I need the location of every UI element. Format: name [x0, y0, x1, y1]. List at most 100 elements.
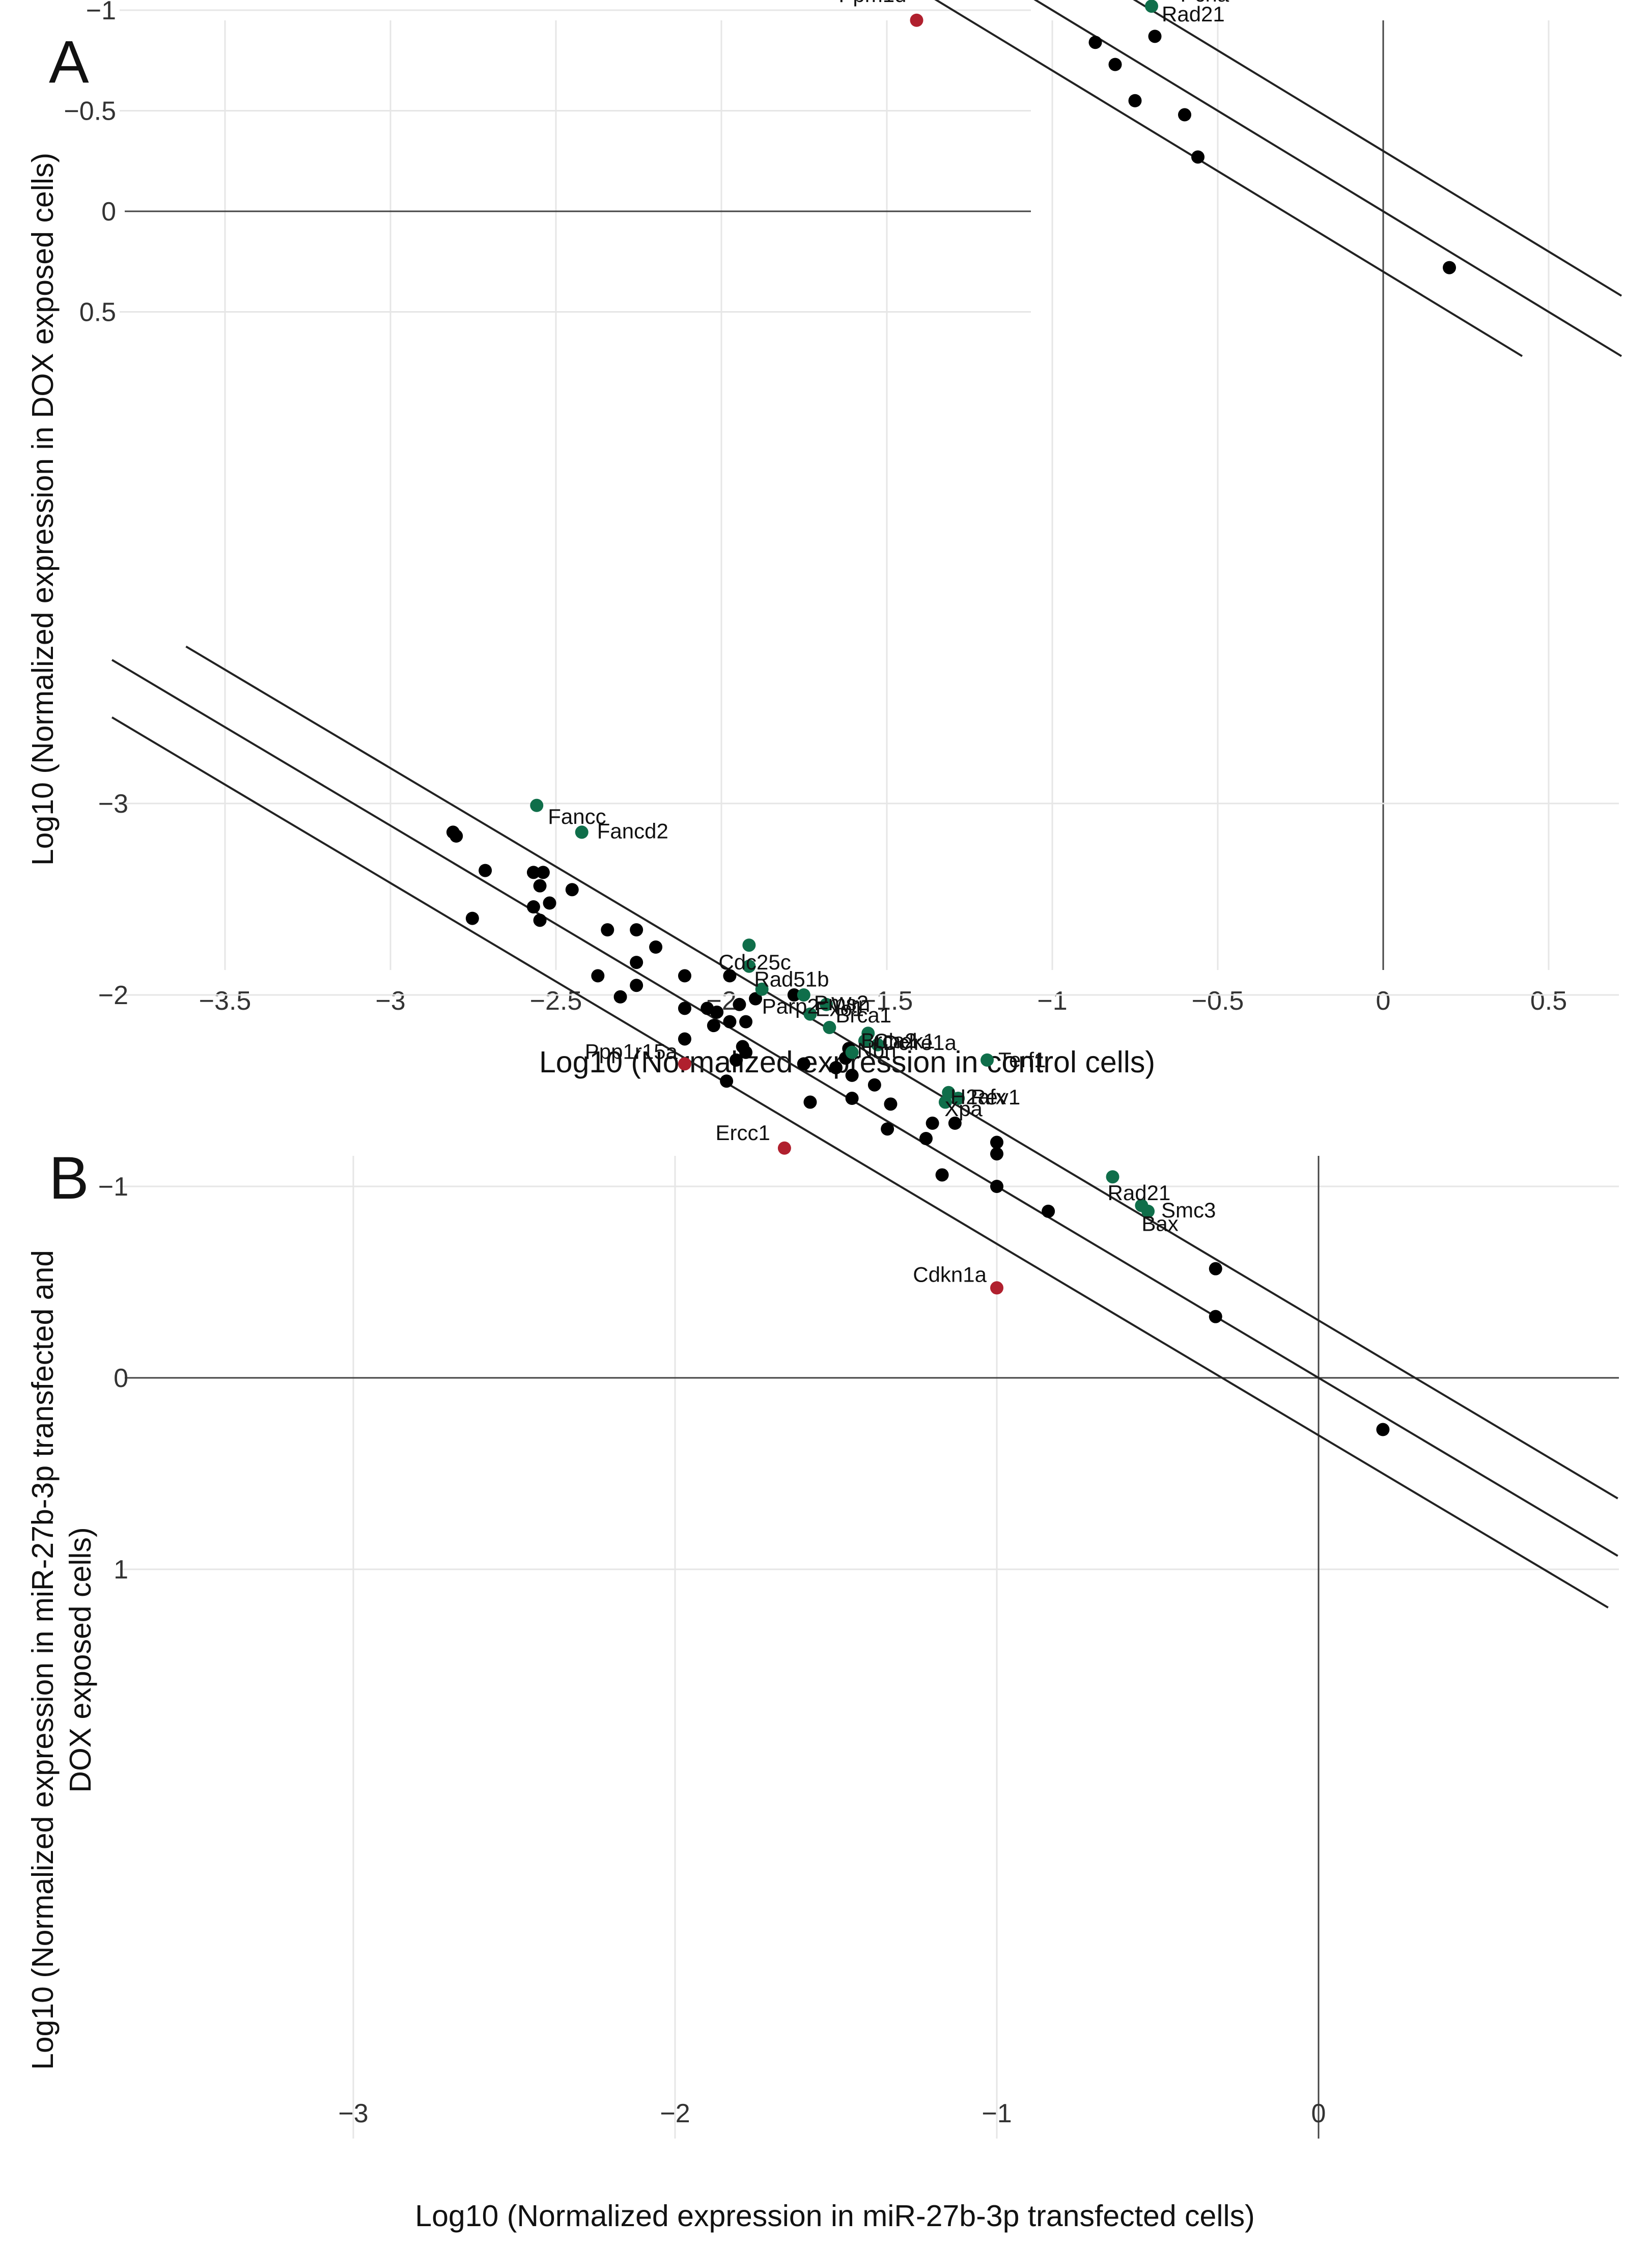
panel-b-data-point	[701, 1002, 714, 1015]
panel-b-data-point	[565, 883, 579, 897]
panel-a-data-point	[1128, 94, 1142, 107]
panel-b-label-rev1: Rev1	[970, 1085, 1020, 1109]
panel-a-y-tick-label: 0.5	[79, 298, 116, 327]
panel-b-data-point	[787, 988, 801, 1002]
panel-b-x-tick-label: 0	[1311, 2099, 1326, 2128]
panel-b-point-dclre1a	[871, 1038, 885, 1051]
panel-b-data-point	[526, 866, 540, 879]
panel-b-data-point	[613, 990, 627, 1004]
panel-b-data-point	[749, 992, 762, 1006]
panel-b-data-point	[649, 940, 663, 954]
panel-b-data-point	[845, 1068, 859, 1082]
panel-b-data-point	[881, 1122, 894, 1136]
panel-b-data-point	[707, 1019, 720, 1033]
panel-b-point-pms2	[797, 988, 810, 1002]
panel-b-identity-line	[111, 659, 1618, 1557]
panel-b-point-fancc	[530, 798, 544, 812]
panel-a-label-ppm1d: Ppm1d	[838, 0, 906, 7]
panel-b-label-fancd2: Fancd2	[597, 819, 668, 843]
panel-a-x-tick-label: −3.5	[199, 986, 251, 1016]
panel-b-data-point	[867, 1078, 881, 1092]
panel-b-data-point	[948, 1116, 962, 1130]
panel-b-data-point	[829, 1061, 843, 1074]
panel-b-point-cdc25c	[742, 938, 756, 952]
panel-b-label-brca1: Brca1	[835, 1003, 891, 1027]
panel-b-label-smc3: Smc3	[1161, 1198, 1216, 1222]
panel-b-data-point	[990, 1147, 1003, 1161]
panel-a-point-rad21	[1145, 0, 1158, 13]
panel-b-point-rad21	[1106, 1170, 1119, 1184]
panel-b-label-xpa: Xpa	[944, 1097, 983, 1121]
panel-b-point-ppp1r15a	[678, 1057, 691, 1071]
panel-a-data-point	[1088, 36, 1102, 49]
panel-a-identity-line	[1033, 0, 1622, 357]
panel-b-data-point	[733, 997, 746, 1011]
panel-b-label-rad21: Rad21	[1108, 1181, 1171, 1205]
panel-b-x-axis-title: Log10 (Normalized expression in miR-27b-…	[415, 2199, 1254, 2233]
panel-b-data-point	[797, 1057, 810, 1071]
panel-b-y-tick-label: 0	[114, 1364, 128, 1393]
panel-b-data-point	[465, 911, 479, 925]
panel-b-label-brca2: Brca2	[861, 1029, 917, 1052]
panel-b-y-tick-label: 1	[114, 1555, 128, 1585]
panel-b-data-point	[720, 1074, 734, 1088]
panel-b-data-point	[1209, 1310, 1222, 1323]
panel-b-y-axis-title-line-1: Log10 (Normalized expression in miR-27b-…	[26, 1250, 60, 2070]
panel-b-label-cdkn1a: Cdkn1a	[913, 1262, 987, 1286]
panel-b-data-point	[736, 1040, 749, 1053]
panel-b-data-point	[533, 879, 547, 893]
panel-b-point-xpa	[942, 1086, 956, 1099]
panel-b-point-cdkn1a	[990, 1281, 1003, 1295]
panel-b-point-exo1	[803, 1007, 817, 1021]
panel-a-x-tick-label: −1.5	[861, 986, 913, 1016]
panel-b-x-tick-label: −3	[338, 2099, 368, 2128]
panel-a-point-ppm1d	[910, 13, 923, 27]
panel-b-data-point	[536, 866, 550, 879]
panel-b-point-bax	[1135, 1199, 1149, 1212]
panel-a-y-tick-label: −1	[86, 0, 116, 25]
panel-b-y-axis-title-line-2: DOX exposed cells)	[64, 1527, 97, 1792]
panel-b-x-tick-label: −2	[660, 2099, 690, 2128]
panel-b-data-point	[630, 956, 643, 969]
panel-b-data-point	[678, 1032, 691, 1046]
panel-a-x-tick-label: 0.5	[1530, 986, 1567, 1016]
panel-a-data-point	[1191, 150, 1205, 164]
panel-b-data-point	[723, 969, 737, 983]
panel-a-y-axis-title: Log10 (Normalized expression in DOX expo…	[26, 153, 60, 866]
panel-b-data-point	[446, 825, 460, 839]
panel-a-data-point	[1148, 30, 1162, 43]
panel-b-label-pms2: Pms2	[814, 991, 869, 1015]
panel-b-x-tick-label: −1	[982, 2099, 1012, 2128]
panel-b-data-point	[630, 923, 643, 937]
panel-b-data-point	[1209, 1262, 1222, 1275]
panel-a-data-point	[1108, 58, 1122, 71]
panel-a-data-point	[1443, 261, 1456, 274]
panel-b-label-fancc: Fancc	[548, 805, 606, 828]
panel-a-label-rad21: Rad21	[1162, 2, 1225, 26]
panel-b-data-point	[678, 1002, 691, 1015]
panel-b-point-wrn	[820, 997, 833, 1011]
panel-b-label-exo1: Exo1	[815, 997, 864, 1021]
panel-b-data-point	[919, 1132, 933, 1145]
panel-b-label-terf1: Terf1	[998, 1048, 1046, 1072]
panel-b-point-chek1	[861, 1027, 875, 1040]
panel-a-x-tick-label: −1	[1037, 986, 1067, 1016]
panel-b-data-point	[884, 1097, 898, 1111]
panel-b-lower-threshold-line	[185, 645, 1618, 1500]
panel-a: A Ppm1dXpaHus1Rad21PcnaTopbp1Smc1aPttg1H…	[26, 0, 1622, 1079]
panel-a-data-point	[1178, 108, 1191, 122]
panel-b-label-nbn: Nbn	[857, 1038, 897, 1062]
panel-b-data-point	[479, 864, 492, 877]
panel-a-label-pcna: Pcna	[1181, 0, 1229, 6]
panel-b-label-ppp1r15a: Ppp1r15a	[585, 1039, 678, 1063]
panel-b-data-point	[601, 923, 614, 937]
panel-b-data-point	[1376, 1423, 1390, 1436]
panel-a-x-tick-label: −2.5	[530, 986, 582, 1016]
panel-b-point-ercc1	[777, 1141, 791, 1155]
panel-b-data-point	[926, 1116, 939, 1130]
panel-b-y-tick-label: −1	[98, 1172, 128, 1202]
panel-b-label-h2afx: H2afx	[950, 1085, 1006, 1109]
panel-b-y-tick-label: −3	[98, 789, 128, 819]
panel-b-data-point	[591, 969, 605, 983]
